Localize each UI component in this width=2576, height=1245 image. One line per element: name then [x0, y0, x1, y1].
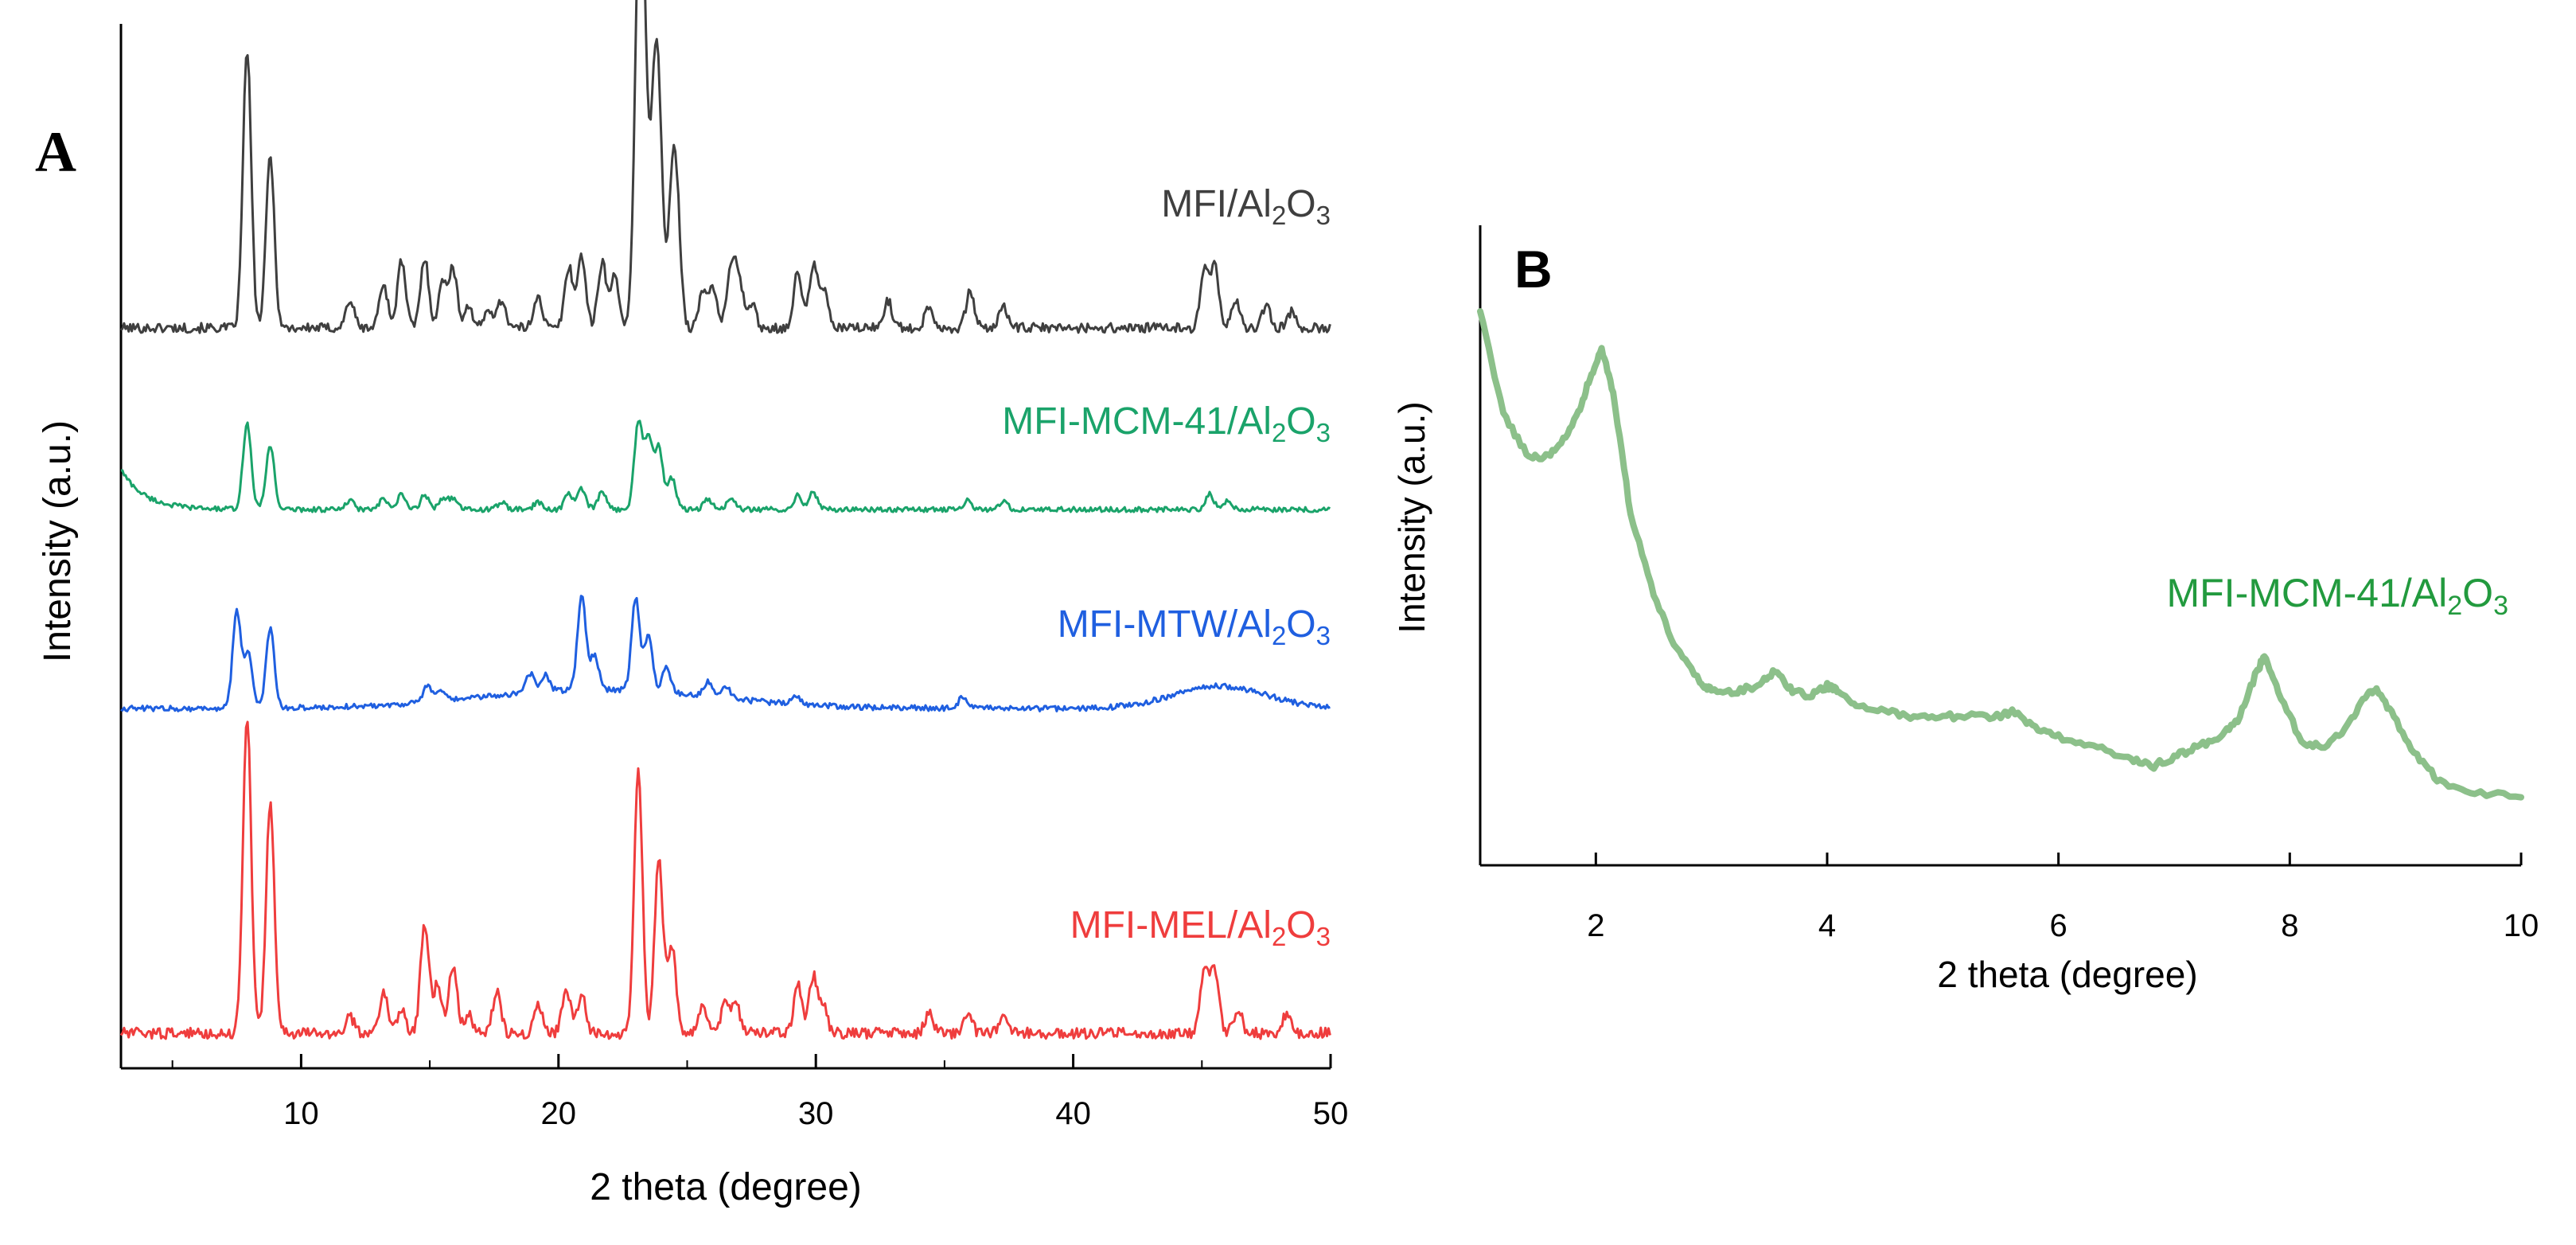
- series-line: [120, 420, 1331, 513]
- series-label-part: 3: [1316, 418, 1331, 447]
- series-line: [120, 595, 1331, 712]
- series-line: [1477, 308, 2524, 801]
- x-tick-label: 30: [798, 1096, 834, 1131]
- series-label-part: 3: [2493, 591, 2508, 621]
- x-tick-label: 4: [1818, 908, 1836, 943]
- series-label-part: 3: [1316, 621, 1331, 650]
- panel-b-letter: B: [1514, 240, 1553, 299]
- panel-b-ticks: 2 4 6 8 10: [1587, 853, 2539, 943]
- x-tick-label: 20: [541, 1096, 577, 1131]
- panel-b-series-labels: MFI-MCM-41/Al2O3: [2166, 571, 2508, 621]
- series-label-part: O: [1286, 183, 1315, 225]
- x-tick-label: 50: [1313, 1096, 1349, 1131]
- series-label-part: MFI/Al: [1161, 183, 1272, 225]
- series-label: MFI-MTW/Al2O3: [1058, 603, 1331, 650]
- series-label-part: O: [1286, 603, 1315, 646]
- series-label-part: 2: [1272, 621, 1286, 650]
- series-label-part: 2: [2447, 591, 2462, 621]
- series-label-part: 3: [1316, 201, 1331, 230]
- x-tick-label: 10: [283, 1096, 319, 1131]
- series-line: [119, 720, 1331, 1040]
- panel-a-ticks: 10 20 30 40 50: [171, 1054, 1349, 1131]
- panel-a-letter: A: [35, 120, 76, 184]
- panel-b: B 2 4 6 8 10 MFI-MCM-41/Al2O3 2 theta (degre…: [1391, 225, 2539, 995]
- x-tick-label: 10: [2504, 908, 2539, 943]
- series-label-part: MFI-MEL/Al: [1070, 904, 1272, 946]
- series-label-part: 2: [1272, 418, 1286, 447]
- panel-a-traces: [119, 0, 1331, 1040]
- panel-b-x-axis-label: 2 theta (degree): [1937, 954, 2197, 995]
- x-tick-label: 6: [2050, 908, 2067, 943]
- panel-a: A 10 20 30 40 50 MFI/Al2O3MFI-MCM-41/Al2O3MF…: [35, 0, 1348, 1208]
- series-label-part: O: [1286, 400, 1315, 443]
- series-label: MFI-MCM-41/Al2O3: [2166, 571, 2508, 621]
- series-label: MFI/Al2O3: [1161, 183, 1331, 230]
- series-label-part: O: [2462, 571, 2493, 615]
- series-label-part: O: [1286, 904, 1315, 946]
- panel-b-y-axis-label: Intensity (a.u.): [1391, 401, 1432, 633]
- series-label-part: 2: [1272, 201, 1286, 230]
- series-label-part: MFI-MTW/Al: [1058, 603, 1272, 646]
- series-label: MFI-MEL/Al2O3: [1070, 904, 1331, 951]
- series-label-part: 2: [1272, 922, 1286, 951]
- x-tick-label: 40: [1055, 1096, 1091, 1131]
- x-tick-label: 2: [1587, 908, 1604, 943]
- series-label-part: MFI-MCM-41/Al: [2166, 571, 2447, 615]
- panel-b-traces: [1477, 308, 2524, 801]
- panel-a-x-axis-label: 2 theta (degree): [590, 1166, 862, 1208]
- series-label-part: 3: [1316, 922, 1331, 951]
- panel-a-y-axis-label: Intensity (a.u.): [37, 420, 79, 662]
- series-label: MFI-MCM-41/Al2O3: [1002, 400, 1331, 447]
- panel-a-series-labels: MFI/Al2O3MFI-MCM-41/Al2O3MFI-MTW/Al2O3MF…: [1002, 183, 1331, 951]
- series-line: [119, 0, 1331, 334]
- x-tick-label: 8: [2281, 908, 2298, 943]
- series-label-part: MFI-MCM-41/Al: [1002, 400, 1272, 443]
